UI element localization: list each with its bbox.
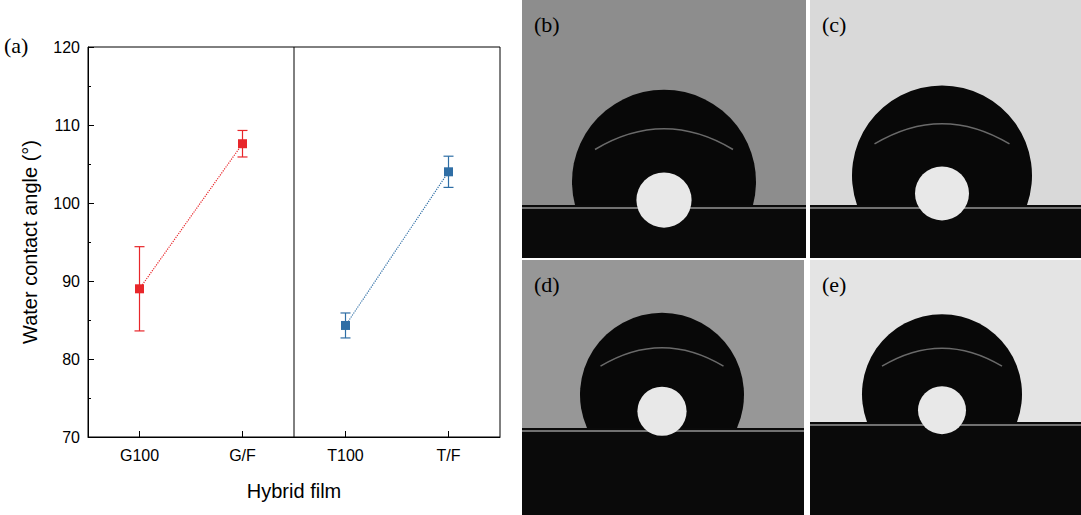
svg-text:Water contact angle (°): Water contact angle (°) [19, 140, 41, 344]
svg-text:120: 120 [53, 39, 80, 56]
svg-text:(d): (d) [534, 272, 560, 297]
svg-text:(c): (c) [822, 12, 846, 37]
svg-text:G/F: G/F [229, 447, 256, 464]
svg-text:70: 70 [62, 429, 80, 446]
svg-text:90: 90 [62, 273, 80, 290]
svg-text:110: 110 [54, 117, 80, 134]
svg-text:G100: G100 [120, 447, 159, 464]
svg-text:(e): (e) [822, 272, 846, 297]
svg-text:(b): (b) [534, 12, 560, 37]
svg-text:Hybrid film: Hybrid film [247, 480, 341, 502]
svg-text:100: 100 [53, 195, 80, 212]
svg-text:(a): (a) [4, 33, 28, 58]
svg-text:T100: T100 [327, 447, 364, 464]
svg-text:T/F: T/F [437, 447, 461, 464]
svg-text:80: 80 [62, 351, 80, 368]
